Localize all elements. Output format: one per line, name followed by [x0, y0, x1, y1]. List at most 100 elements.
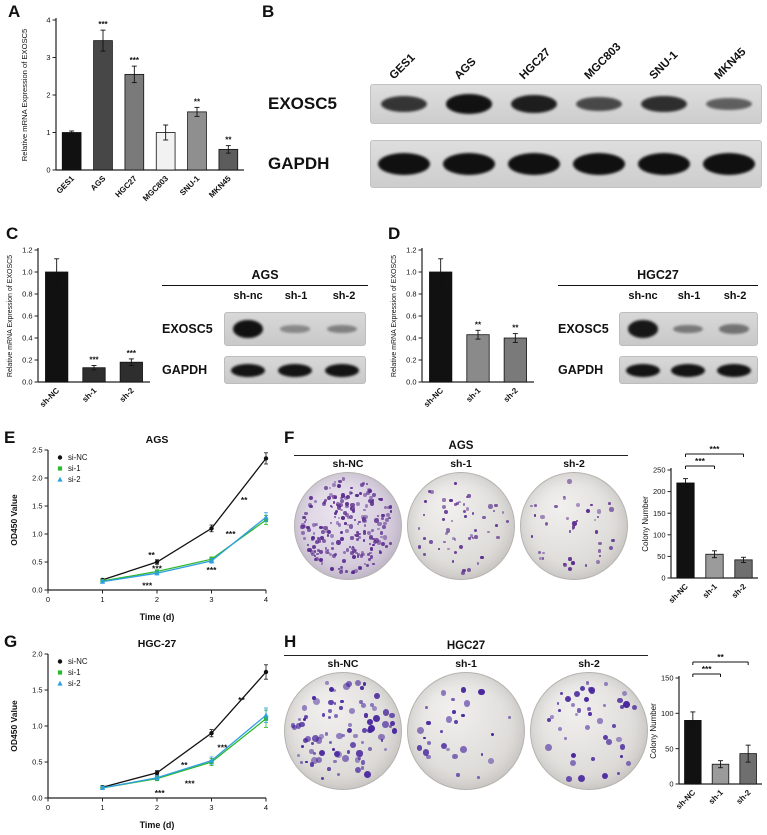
colony-dot: [304, 512, 308, 516]
colony-dot: [311, 757, 319, 765]
chart-title: AGS: [146, 434, 169, 446]
colony-dot: [451, 753, 458, 760]
series-line-si-2: [102, 714, 267, 789]
y-tick-label: 0.8: [22, 290, 32, 299]
colony-dot: [355, 533, 359, 538]
colony-dot: [598, 541, 602, 546]
colony-dot: [340, 496, 344, 500]
colony-dot: [597, 516, 600, 519]
colony-dot: [369, 555, 374, 559]
colony-dot: [439, 730, 443, 734]
colony-dot: [333, 713, 339, 718]
colony-dot: [300, 531, 305, 536]
colony-dot: [329, 504, 333, 508]
colony-dot: [356, 555, 360, 558]
blot-lane: [696, 141, 761, 187]
colony-dot: [310, 550, 315, 554]
colony-dot: [423, 736, 426, 740]
blot-band: [377, 153, 430, 175]
colony-title: HGC27: [446, 640, 486, 652]
colony-dot: [608, 502, 611, 505]
panel-c-western-blot: AGS sh-nc sh-1 sh-2 EXOSC5 GAPDH: [162, 268, 368, 384]
colony-dot: [556, 702, 560, 706]
blot-band: [507, 153, 560, 175]
colony-dot: [366, 491, 370, 496]
colony-dot: [461, 713, 465, 718]
significance-mark: **: [512, 324, 519, 333]
colony-dot: [597, 549, 602, 553]
colony-dot: [456, 502, 459, 505]
colony-dot: [364, 713, 369, 718]
blot-lane: [371, 141, 436, 187]
colony-dot: [458, 501, 461, 504]
colony-dot: [474, 535, 478, 539]
y-tick-label: 1: [46, 128, 50, 137]
colony-dot: [554, 504, 558, 509]
colony-dot: [307, 548, 312, 553]
colony-dot: [626, 761, 631, 767]
colony-dish-label: sh-NC: [332, 458, 364, 470]
colony-dot: [350, 536, 354, 540]
y-tick-label: 150: [653, 509, 666, 518]
colony-dot: [343, 511, 348, 516]
blot-title: AGS: [251, 268, 279, 282]
colony-dot: [341, 734, 345, 737]
panel-d-western-blot: HGC27 sh-nc sh-1 sh-2 EXOSC5 GAPDH: [558, 268, 758, 384]
blot-lane: [696, 85, 761, 123]
significance-mark: ***: [142, 580, 153, 590]
colony-dot: [562, 496, 567, 500]
colony-dot: [319, 734, 325, 739]
colony-dish-row: sh-NC sh-1 sh-2: [294, 458, 628, 580]
colony-dish-column: sh-1: [407, 458, 515, 580]
colony-dot: [335, 509, 339, 513]
colony-dot: [631, 705, 638, 711]
colony-dot: [320, 776, 324, 781]
blot-row: EXOSC5: [162, 312, 368, 346]
colony-dot: [355, 493, 359, 498]
y-tick-label: 1.0: [32, 722, 42, 731]
panel-h: H HGC27 sh-NC sh-1 sh-2 0 50 100 150 Colony Num…: [280, 630, 767, 835]
panel-g: G HGC-27 0.0 0.5 1.0 1.5 2.0 0 1 2 3 4 OD450 Value T…: [0, 630, 280, 835]
blot-band: [673, 324, 704, 334]
panel-a: A 0 1 2 3 4 Relative mRNA Expression of EXOSC…: [4, 0, 256, 222]
blot-column-label: sh-nc: [628, 290, 658, 302]
colony-dot: [572, 521, 577, 526]
y-tick-label: 4: [46, 16, 50, 25]
colony-dot: [333, 516, 336, 519]
colony-dot: [341, 755, 349, 763]
colony-dot: [388, 725, 392, 728]
colony-dot: [563, 563, 568, 568]
colony-dot: [336, 540, 341, 545]
y-axis-label: OD450 Value: [9, 494, 19, 546]
colony-dot: [391, 728, 398, 734]
colony-dot: [358, 532, 361, 536]
colony-dot: [567, 567, 572, 572]
colony-dot: [353, 534, 357, 537]
colony-dot: [460, 570, 465, 576]
x-tick-label: sh-2: [118, 386, 136, 404]
colony-dot: [312, 752, 316, 756]
colony-dot: [318, 749, 326, 757]
blot-lane: [225, 313, 272, 345]
colony-dot: [315, 552, 319, 556]
colony-dot: [379, 531, 384, 535]
blot-column-label: sh-nc: [233, 290, 263, 302]
significance-mark: **: [181, 760, 188, 770]
colony-dot: [346, 523, 349, 526]
blot-band: [442, 153, 495, 175]
colony-dot: [344, 522, 347, 525]
colony-dot: [623, 701, 630, 708]
colony-title-rule: [284, 655, 648, 656]
colony-dot: [355, 679, 362, 686]
colony-dot: [303, 520, 306, 523]
colony-dot: [576, 708, 582, 714]
colony-dot: [344, 501, 349, 506]
significance-mark: ***: [127, 349, 137, 358]
y-tick-label: 1.0: [406, 268, 416, 277]
colony-dot: [331, 747, 336, 752]
y-tick-label: 0.4: [22, 334, 32, 343]
colony-dot: [329, 533, 335, 538]
y-tick-label: 100: [653, 530, 666, 539]
colony-dot: [328, 709, 332, 714]
significance-mark: ***: [89, 356, 99, 365]
